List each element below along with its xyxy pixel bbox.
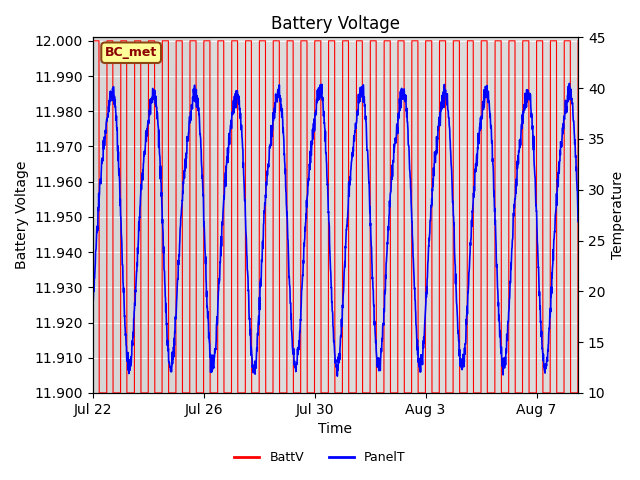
Y-axis label: Battery Voltage: Battery Voltage xyxy=(15,161,29,269)
Bar xyxy=(93,37,212,393)
X-axis label: Time: Time xyxy=(319,422,353,436)
Y-axis label: Temperature: Temperature xyxy=(611,171,625,259)
Text: BC_met: BC_met xyxy=(105,46,157,59)
Title: Battery Voltage: Battery Voltage xyxy=(271,15,400,33)
Legend: BattV, PanelT: BattV, PanelT xyxy=(229,446,411,469)
